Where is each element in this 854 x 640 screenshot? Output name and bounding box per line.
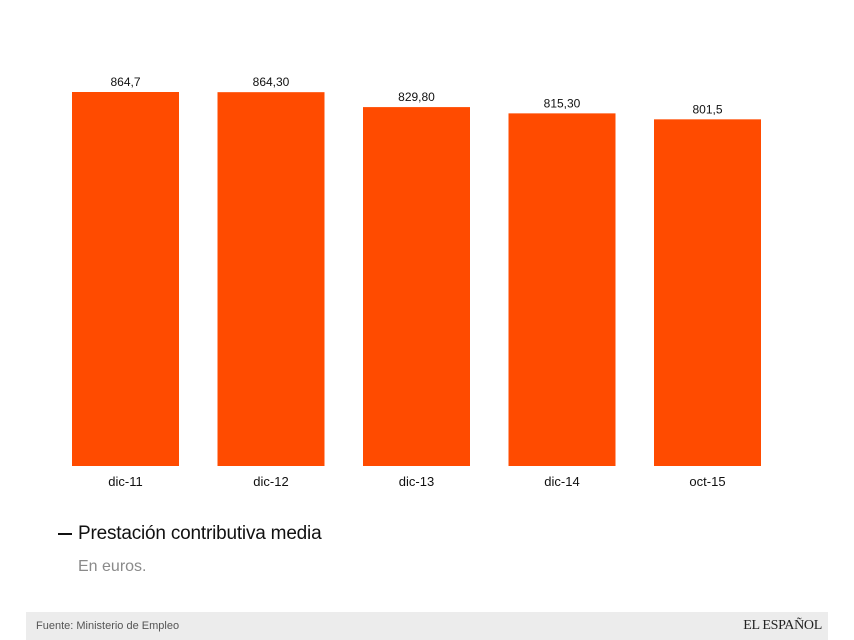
- value-label-dic-13: 829,80: [398, 90, 435, 104]
- brand-logo: EL ESPAÑOL: [743, 618, 822, 633]
- chart-subtitle: En euros.: [78, 558, 147, 575]
- x-tick-label-dic-11: dic-11: [108, 474, 142, 489]
- source-note: Fuente: Ministerio de Empleo: [36, 620, 180, 632]
- value-label-dic-14: 815,30: [544, 96, 581, 110]
- footer-bar: Fuente: Ministerio de Empleo EL ESPAÑOL: [26, 612, 828, 640]
- chart-title-text: Prestación contributiva media: [78, 523, 322, 544]
- bar-dic-14: [508, 113, 616, 466]
- value-label-dic-11: 864,7: [110, 75, 140, 89]
- bar-dic-12: [217, 92, 325, 466]
- x-tick-label-dic-14: dic-14: [544, 474, 579, 489]
- bar-dic-13: [363, 107, 470, 467]
- bar-chart: 864,7 dic-11 864,30 dic-12 829,80 dic-13 815,3…: [72, 75, 761, 489]
- bar-oct-15: [654, 119, 761, 466]
- value-label-dic-12: 864,30: [253, 75, 290, 89]
- value-label-oct-15: 801,5: [692, 102, 722, 116]
- x-tick-label-dic-13: dic-13: [399, 474, 434, 489]
- x-tick-label-oct-15: oct-15: [689, 474, 725, 489]
- title-dash-icon: [58, 533, 72, 535]
- bar-dic-11: [72, 92, 179, 466]
- chart-title: Prestación contributiva media: [58, 523, 322, 545]
- x-tick-label-dic-12: dic-12: [253, 474, 288, 489]
